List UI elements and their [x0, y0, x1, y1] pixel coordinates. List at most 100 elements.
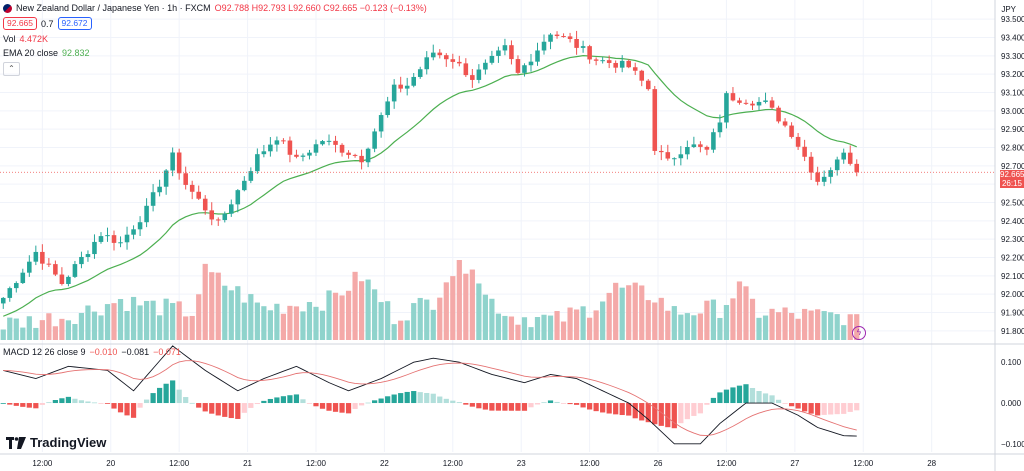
candlesticks[interactable]	[0, 30, 995, 309]
macd-histogram-bar	[678, 403, 684, 424]
macd-histogram-bar	[26, 403, 32, 408]
volume-bar	[437, 297, 443, 340]
volume-bar	[157, 315, 163, 340]
candle-body	[163, 170, 169, 187]
trade-buttons: 92.665 0.7 92.672	[3, 17, 92, 30]
time-tick-label: 20	[106, 459, 115, 468]
volume-value: 4.472K	[19, 34, 49, 44]
macd-histogram-bar	[0, 403, 6, 404]
sell-button[interactable]: 92.665	[3, 17, 37, 30]
volume-bar	[534, 317, 541, 340]
macd-histogram-bar	[313, 403, 319, 407]
volume-bar	[248, 294, 254, 340]
candle-body	[346, 152, 351, 155]
macd-histogram-bar	[111, 403, 117, 409]
macd-histogram-bar	[280, 396, 287, 404]
ema-label[interactable]: EMA 20 close	[3, 48, 59, 58]
volume-bar	[59, 318, 65, 340]
lightning-event-icon[interactable]: ϟ	[852, 326, 866, 340]
volume-bar	[678, 314, 684, 340]
volume-bar	[606, 292, 612, 340]
macd-histogram-bar	[769, 395, 775, 404]
candle-body	[372, 131, 377, 149]
macd-histogram-bar	[450, 400, 456, 404]
volume-bar	[730, 298, 736, 340]
candle-body	[528, 61, 534, 66]
volume-bar	[456, 260, 462, 340]
macd-histogram-bar	[795, 403, 801, 409]
macd-histogram-bar	[547, 400, 554, 404]
volume-bar	[143, 300, 150, 340]
candle-body	[645, 80, 651, 90]
macd-histogram-bar	[808, 403, 814, 414]
macd-histogram-bar	[502, 403, 508, 411]
candle-body	[476, 69, 482, 80]
macd-histogram-bar	[59, 398, 65, 404]
candle-body	[27, 261, 32, 273]
candle-body	[222, 213, 228, 221]
macd-histogram-bar	[104, 403, 111, 404]
candle-body	[685, 147, 690, 155]
volume-label[interactable]: Vol	[3, 34, 16, 44]
macd-histogram-bar	[560, 403, 567, 404]
volume-bar	[665, 310, 671, 340]
macd-histogram-bar	[580, 403, 586, 408]
candle-body	[593, 59, 599, 61]
volume-bar	[365, 279, 371, 340]
volume-bar	[723, 305, 730, 340]
macd-histogram-bar	[762, 393, 769, 404]
volume-bar	[489, 298, 495, 340]
collapse-legend-button[interactable]: ⌃	[3, 62, 20, 76]
volume-bar	[652, 302, 658, 340]
candle-body	[53, 264, 58, 275]
macd-histogram-bar	[20, 403, 26, 407]
price-tick-label: 91.900	[1001, 309, 1024, 318]
candle-body	[437, 52, 443, 56]
macd-histogram-bar	[456, 402, 462, 404]
macd-histogram-bar	[189, 402, 195, 404]
candle-body	[769, 100, 775, 108]
volume-bar	[65, 320, 72, 340]
candle-body	[463, 63, 469, 76]
ema-legend: EMA 20 close 92.832	[3, 47, 90, 59]
candle-body	[698, 144, 703, 147]
candle-body	[457, 61, 462, 64]
macd-histogram-bar	[782, 403, 788, 404]
macd-histogram-bar	[209, 403, 215, 414]
candle-body	[496, 50, 501, 56]
macd-label[interactable]: MACD 12 26 close 9	[3, 347, 86, 357]
candle-body	[587, 46, 592, 60]
nzd-flag-icon	[3, 3, 12, 13]
volume-bar	[378, 302, 384, 340]
macd-histogram-bar	[33, 403, 39, 409]
candle-body	[209, 210, 215, 220]
candle-body	[300, 155, 306, 157]
candle-body	[33, 251, 39, 262]
volume-bar	[261, 306, 267, 340]
macd-histogram-bar	[150, 393, 156, 404]
tradingview-logo[interactable]: TradingView	[6, 435, 106, 450]
macd-histogram-bar	[710, 397, 717, 404]
time-tick-label: 28	[927, 459, 936, 468]
volume-bar	[326, 290, 332, 340]
macd-histogram-bar	[157, 387, 163, 404]
candle-body	[7, 288, 13, 298]
macd-histogram-bar	[521, 403, 528, 411]
macd-histogram-bar	[398, 393, 404, 404]
volume-bar	[404, 320, 410, 340]
candle-body	[789, 125, 794, 137]
buy-button[interactable]: 92.672	[57, 17, 92, 30]
volume-bar	[671, 306, 677, 340]
candle-body	[0, 297, 6, 304]
volume-bar	[658, 297, 664, 340]
candle-body	[724, 93, 729, 123]
macd-histogram-bar	[443, 398, 449, 404]
symbol-title[interactable]: New Zealand Dollar / Japanese Yen · 1h ·…	[16, 3, 211, 13]
volume-bar	[632, 282, 638, 340]
volume-bar	[710, 299, 717, 340]
currency-label[interactable]: JPY	[1001, 5, 1016, 14]
volume-bar	[684, 313, 690, 340]
candle-body	[144, 205, 149, 223]
candle-body	[398, 84, 403, 89]
